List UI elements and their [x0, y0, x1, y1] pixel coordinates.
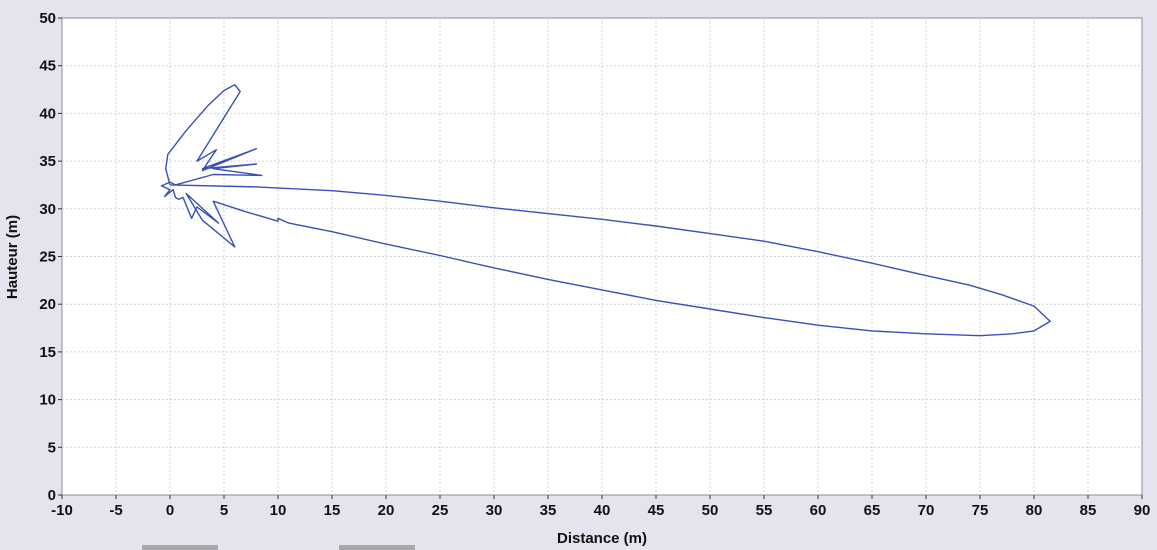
scrollbar-thumb-right[interactable]: [339, 545, 415, 550]
x-tick-label: -5: [109, 502, 122, 519]
x-tick-label: -10: [51, 502, 73, 519]
y-tick-label: 5: [48, 439, 56, 456]
y-tick-label: 50: [39, 10, 56, 27]
x-tick-label: 70: [918, 502, 935, 519]
x-tick-label: 65: [864, 502, 881, 519]
scrollbar-thumb-left[interactable]: [142, 545, 218, 550]
x-tick-label: 40: [594, 502, 611, 519]
x-tick-label: 20: [378, 502, 395, 519]
x-tick-label: 15: [324, 502, 341, 519]
x-axis-title: Distance (m): [557, 530, 647, 547]
y-tick-label: 20: [39, 296, 56, 313]
y-tick-label: 45: [39, 58, 56, 75]
x-tick-label: 75: [972, 502, 989, 519]
x-tick-label: 80: [1026, 502, 1043, 519]
y-tick-label: 30: [39, 201, 56, 218]
x-tick-label: 50: [702, 502, 719, 519]
y-axis-ticks: 0 5 10 15 20 25 30 35 40 45 50: [39, 10, 62, 504]
x-tick-label: 60: [810, 502, 827, 519]
y-axis-title: Hauteur (m): [4, 215, 21, 299]
x-tick-label: 0: [166, 502, 174, 519]
x-tick-label: 30: [486, 502, 503, 519]
y-tick-label: 10: [39, 392, 56, 409]
y-tick-label: 15: [39, 344, 56, 361]
x-tick-label: 45: [648, 502, 665, 519]
grid: [62, 18, 1142, 495]
x-tick-label: 55: [756, 502, 773, 519]
x-tick-label: 5: [220, 502, 228, 519]
series-line-0: [160, 84, 1051, 337]
y-tick-label: 0: [48, 487, 56, 504]
series-layer: [160, 84, 1051, 337]
x-tick-label: 25: [432, 502, 449, 519]
x-axis-ticks: -10 -5 0 5 10 15 20 25 30 35 40 45 50 55 60 65 70 75 80 85 9…: [51, 495, 1150, 519]
x-tick-label: 10: [270, 502, 287, 519]
y-tick-label: 35: [39, 153, 56, 170]
y-tick-label: 40: [39, 105, 56, 122]
x-tick-label: 35: [540, 502, 557, 519]
x-tick-label: 90: [1134, 502, 1151, 519]
x-tick-label: 85: [1080, 502, 1097, 519]
y-tick-label: 25: [39, 249, 56, 266]
